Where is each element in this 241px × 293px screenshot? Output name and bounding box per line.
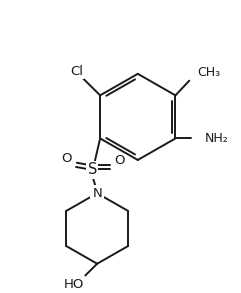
- Text: O: O: [115, 154, 125, 167]
- Text: S: S: [87, 162, 97, 177]
- Text: N: N: [92, 187, 102, 200]
- Text: O: O: [61, 152, 72, 166]
- Text: NH₂: NH₂: [205, 132, 229, 145]
- Text: HO: HO: [63, 278, 84, 291]
- Text: Cl: Cl: [70, 65, 83, 78]
- Text: CH₃: CH₃: [197, 66, 220, 79]
